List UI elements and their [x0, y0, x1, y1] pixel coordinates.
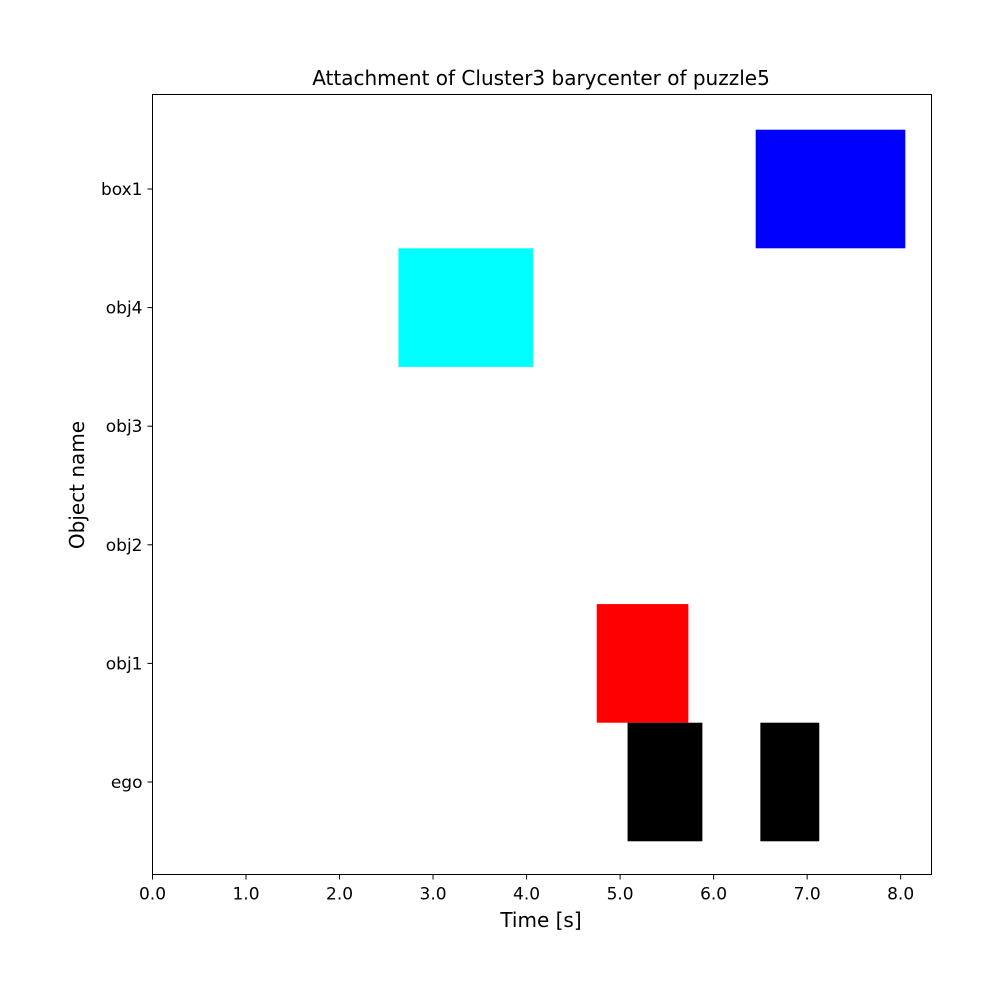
y-tick-label: box1 [101, 180, 143, 200]
x-tick-label: 0.0 [139, 885, 166, 905]
x-tick-label: 2.0 [326, 885, 353, 905]
x-tick-label: 1.0 [232, 885, 259, 905]
x-axis-label: Time [s] [499, 908, 581, 932]
x-tick-label: 5.0 [607, 885, 634, 905]
interval-bar-box1 [755, 129, 906, 249]
interval-bars [398, 129, 906, 842]
x-axis-ticks: 0.0 1.0 2.0 3.0 4.0 5.0 6.0 7.0 8.0 [139, 874, 914, 905]
interval-bar-obj4 [398, 248, 534, 367]
interval-bar-ego [627, 722, 703, 842]
x-tick-label: 6.0 [700, 885, 727, 905]
y-tick-label: obj2 [106, 536, 143, 556]
plot-area: 0.0 1.0 2.0 3.0 4.0 5.0 6.0 7.0 8.0 ego obj1 obj2 o… [101, 94, 932, 905]
y-axis-label: Object name [65, 421, 89, 549]
x-tick-label: 3.0 [420, 885, 447, 905]
interval-bar-obj1 [596, 604, 689, 723]
y-tick-label: obj1 [106, 654, 143, 674]
chart-title: Attachment of Cluster3 barycenter of puz… [312, 66, 770, 90]
x-tick-label: 4.0 [513, 885, 540, 905]
interval-bar-ego [760, 722, 820, 842]
y-tick-label: obj4 [106, 299, 143, 319]
y-tick-label: obj3 [106, 417, 143, 437]
y-axis-ticks: ego obj1 obj2 obj3 obj4 box1 [101, 180, 153, 793]
x-tick-label: 8.0 [887, 885, 914, 905]
y-tick-label: ego [111, 773, 143, 793]
x-tick-label: 7.0 [794, 885, 821, 905]
